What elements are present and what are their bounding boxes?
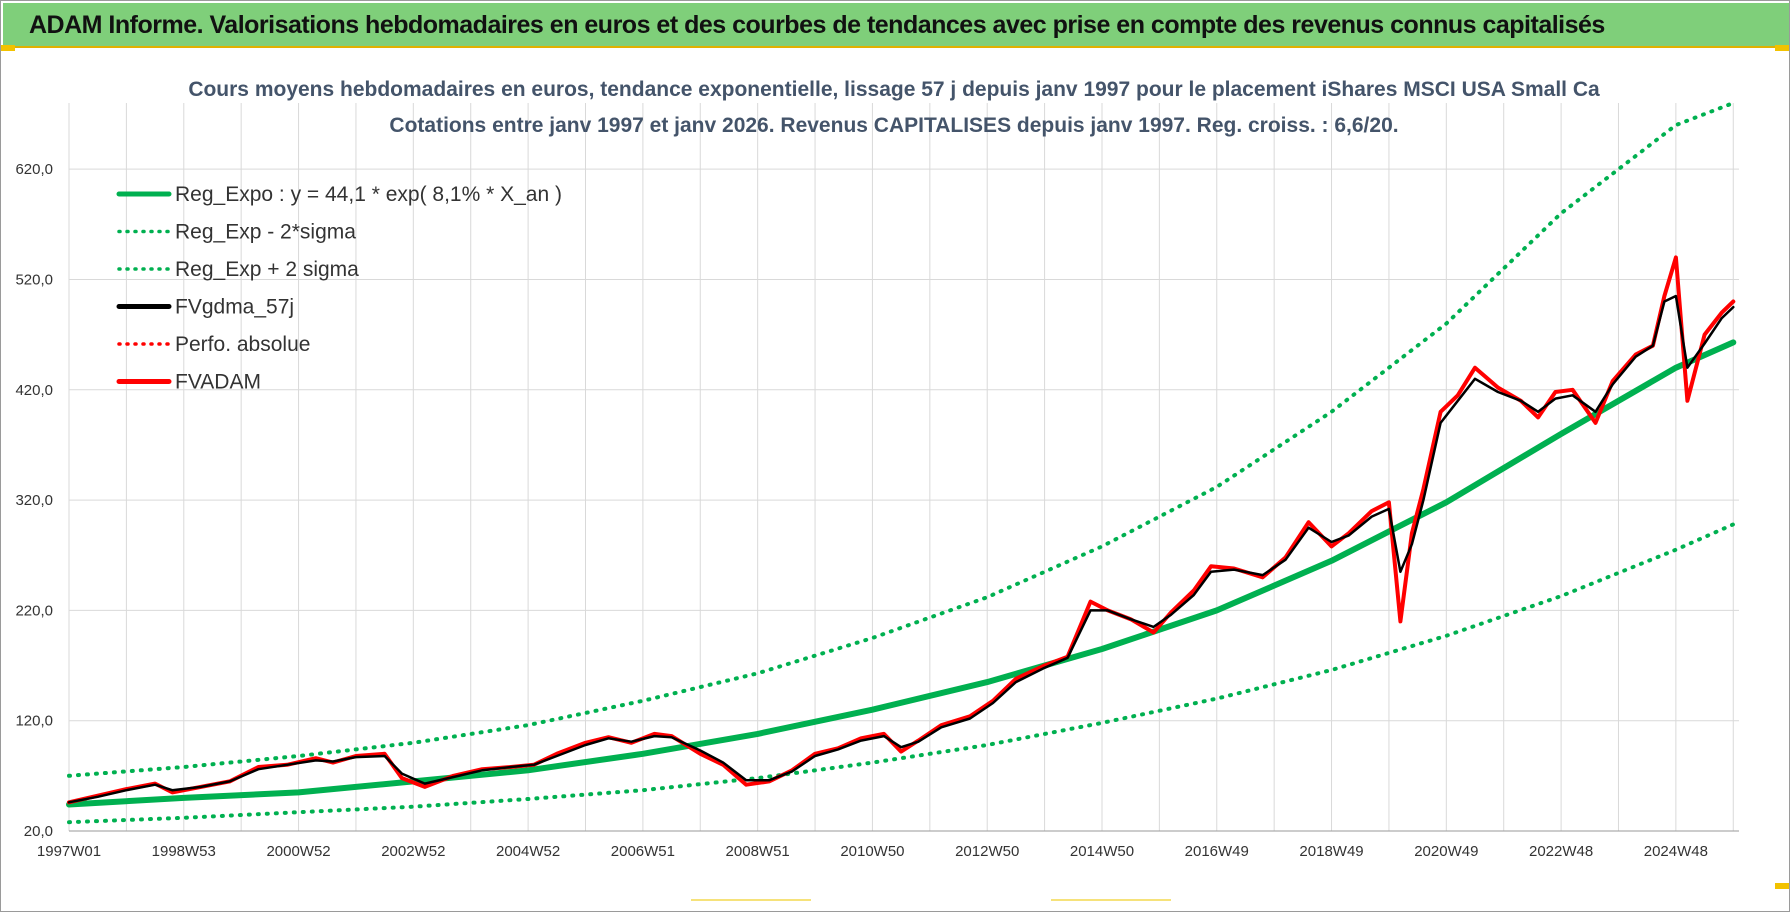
legend-label: Reg_Expo : y = 44,1 * exp( 8,1% * X_an ) [175,183,562,206]
report-banner-title: ADAM Informe. Valorisations hebdomadaire… [29,11,1605,39]
x-tick-label: 2012W50 [955,843,1019,860]
series-reg-plus-2sigma [67,101,1736,778]
x-tick-label: 2000W52 [266,843,330,860]
corner-mark-right [1775,45,1789,51]
report-banner: ADAM Informe. Valorisations hebdomadaire… [3,3,1789,48]
chart-title-line1: Cours moyens hebdomadaires en euros, ten… [188,78,1600,101]
series-reg-expo [66,339,1737,808]
x-axis-ticks: 1997W01 1998W53 2000W52 2002W52 2004W52 2006W… [37,843,1708,860]
legend-label: FVADAM [175,371,261,394]
bottom-mark-1 [691,899,811,901]
x-tick-label: 2006W51 [611,843,675,860]
legend-label: Reg_Exp + 2 sigma [175,258,359,281]
x-tick-label: 2018W49 [1299,843,1363,860]
series-fvgdma-57j [67,294,1735,804]
x-tick-label: 2010W50 [840,843,904,860]
legend-label: Perfo. absolue [175,333,310,356]
chart-title-line2: Cotations entre janv 1997 et janv 2026. … [389,114,1398,137]
y-tick-label: 520,0 [15,271,53,288]
legend-label: FVgdma_57j [175,296,294,319]
y-tick-label: 420,0 [15,382,53,399]
x-tick-label: 2016W49 [1185,843,1249,860]
legend-label: Reg_Exp - 2*sigma [175,221,356,244]
x-tick-label: 2014W50 [1070,843,1134,860]
y-tick-label: 320,0 [15,492,53,509]
x-tick-label: 2022W48 [1529,843,1593,860]
grid-lines [68,103,1739,832]
x-tick-label: 2024W48 [1644,843,1708,860]
x-tick-label: 2008W51 [726,843,790,860]
x-tick-label: 1998W53 [152,843,216,860]
bottom-mark-2 [1051,899,1171,901]
y-tick-label: 120,0 [15,713,53,730]
y-axis-ticks: 20,0 120,0 220,0 320,0 420,0 520,0 620,0 [15,161,53,840]
y-tick-label: 620,0 [15,161,53,178]
x-tick-label: 2020W49 [1414,843,1478,860]
y-tick-label: 220,0 [15,602,53,619]
y-tick-label: 20,0 [24,823,53,840]
legend: Reg_Expo : y = 44,1 * exp( 8,1% * X_an )… [116,183,562,394]
corner-mark-bottom-right [1775,883,1789,889]
corner-mark-left [1,45,15,51]
x-tick-label: 2004W52 [496,843,560,860]
line-chart: 20,0 120,0 220,0 320,0 420,0 520,0 620,0 1997W… [15,78,1739,860]
series-reg-minus-2sigma [67,522,1736,825]
x-tick-label: 1997W01 [37,843,101,860]
series-lines [66,101,1737,825]
x-tick-label: 2002W52 [381,843,445,860]
